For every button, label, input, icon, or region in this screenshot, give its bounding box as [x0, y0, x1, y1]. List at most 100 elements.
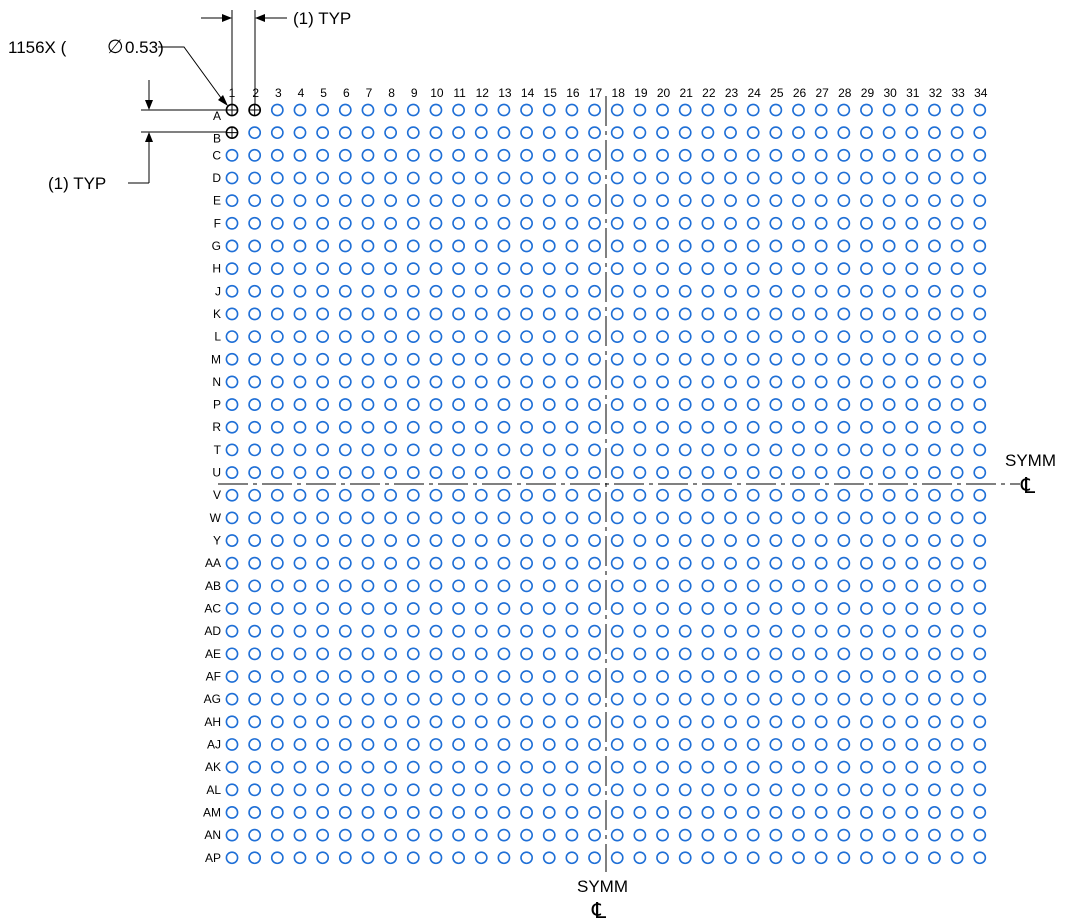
- ball-pad-AC16: [565, 602, 579, 615]
- ball-pad-W11: [452, 511, 465, 525]
- vertical-pitch-dimension: (1) TYP: [48, 80, 226, 193]
- ball-pad-AB22: [701, 579, 715, 593]
- ball-pad-L11: [452, 330, 465, 343]
- ball-pad-F1: [225, 216, 239, 230]
- ball-pad-AA26: [792, 556, 805, 570]
- ball-pad-B30: [882, 126, 896, 140]
- ball-pad-AM2: [248, 806, 262, 819]
- ball-pad-AM34: [973, 806, 987, 819]
- ball-pad-AB17: [588, 579, 601, 593]
- ball-pad-AG21: [678, 692, 692, 706]
- ball-pad-AG5: [316, 692, 330, 706]
- ball-pad-E12: [474, 194, 488, 208]
- ball-pad-R31: [905, 420, 919, 434]
- ball-pad-Y8: [384, 534, 398, 547]
- ball-pad-H15: [542, 262, 556, 276]
- ball-pad-Y4: [293, 534, 307, 547]
- ball-pad-L13: [497, 330, 511, 343]
- ball-pad-J28: [837, 284, 851, 298]
- ball-pad-P17: [588, 398, 601, 411]
- row-label: AC: [204, 602, 221, 616]
- ball-pad-Y34: [973, 534, 987, 547]
- ball-pad-N15: [542, 375, 556, 389]
- row-label: D: [212, 171, 221, 185]
- ball-pad-AA28: [837, 556, 851, 570]
- ball-pad-AM17: [588, 806, 601, 819]
- ball-pad-Y33: [950, 534, 964, 547]
- ball-pad-AK34: [973, 760, 987, 774]
- ball-pad-AL18: [610, 783, 624, 797]
- ball-pad-F32: [928, 216, 941, 230]
- ball-pad-H33: [950, 262, 964, 276]
- ball-pad-AL16: [565, 783, 579, 797]
- ball-pad-W2: [248, 511, 262, 525]
- ball-pad-N23: [724, 375, 737, 389]
- ball-pad-AB29: [860, 579, 873, 593]
- ball-pad-K28: [837, 307, 851, 321]
- pad-grid: [225, 103, 987, 865]
- ball-pad-AK22: [701, 760, 715, 774]
- ball-pad-P15: [542, 398, 556, 411]
- ball-pad-J27: [814, 284, 828, 298]
- ball-pad-U25: [769, 466, 783, 479]
- ball-pad-AL20: [656, 783, 669, 797]
- ball-pad-R32: [928, 420, 941, 434]
- ball-pad-V15: [542, 488, 556, 502]
- ball-pad-AN27: [814, 828, 828, 842]
- ball-pad-AN11: [452, 828, 465, 842]
- ball-pad-B14: [520, 126, 533, 140]
- ball-pad-L24: [746, 330, 760, 343]
- ball-pad-AN15: [542, 828, 556, 842]
- ball-pad-K18: [610, 307, 624, 321]
- ball-pad-AP5: [316, 851, 330, 865]
- ball-pad-Y17: [588, 534, 601, 547]
- ball-pad-AH23: [724, 715, 737, 729]
- ball-pad-AK24: [746, 760, 760, 774]
- ball-pad-AC6: [338, 602, 352, 615]
- ball-pad-AM21: [678, 806, 692, 819]
- ball-pad-L3: [270, 330, 284, 343]
- ball-pad-M4: [293, 352, 307, 366]
- ball-pad-J20: [656, 284, 669, 298]
- ball-pad-AP10: [429, 851, 443, 865]
- ball-pad-P4: [293, 398, 307, 411]
- ball-pad-C8: [384, 148, 398, 162]
- symmetry-centerlines: SYMM ℄ SYMM ℄: [218, 96, 1056, 923]
- ball-pad-M32: [928, 352, 941, 366]
- ball-pad-F7: [361, 216, 375, 230]
- ball-pad-AC17: [588, 602, 601, 615]
- ball-pad-D13: [497, 171, 511, 185]
- ball-pad-F29: [860, 216, 873, 230]
- ball-pad-AP6: [338, 851, 352, 865]
- column-label: 24: [748, 86, 762, 100]
- ball-pad-B10: [429, 126, 443, 140]
- ball-pad-R28: [837, 420, 851, 434]
- ball-pad-L2: [248, 330, 262, 343]
- ball-pad-J12: [474, 284, 488, 298]
- column-label: 27: [815, 86, 829, 100]
- ball-pad-AC15: [542, 602, 556, 615]
- ball-pad-J34: [973, 284, 987, 298]
- ball-pad-U6: [338, 466, 352, 479]
- ball-pad-G20: [656, 239, 669, 253]
- ball-pad-AJ31: [905, 738, 919, 751]
- ball-pad-D18: [610, 171, 624, 185]
- ball-pad-R30: [882, 420, 896, 434]
- ball-pad-G22: [701, 239, 715, 253]
- ball-pad-P27: [814, 398, 828, 411]
- ball-pad-P24: [746, 398, 760, 411]
- ball-pad-E31: [905, 194, 919, 208]
- ball-pad-K17: [588, 307, 601, 321]
- ball-pad-L17: [588, 330, 601, 343]
- ball-pad-J32: [928, 284, 941, 298]
- ball-pad-F3: [270, 216, 284, 230]
- ball-pad-D8: [384, 171, 398, 185]
- ball-pad-AK18: [610, 760, 624, 774]
- ball-pad-AM15: [542, 806, 556, 819]
- ball-pad-U27: [814, 466, 828, 479]
- ball-pad-C23: [724, 148, 737, 162]
- ball-pad-C18: [610, 148, 624, 162]
- ball-pad-B11: [452, 126, 465, 140]
- ball-pad-AB11: [452, 579, 465, 593]
- ball-pad-E7: [361, 194, 375, 208]
